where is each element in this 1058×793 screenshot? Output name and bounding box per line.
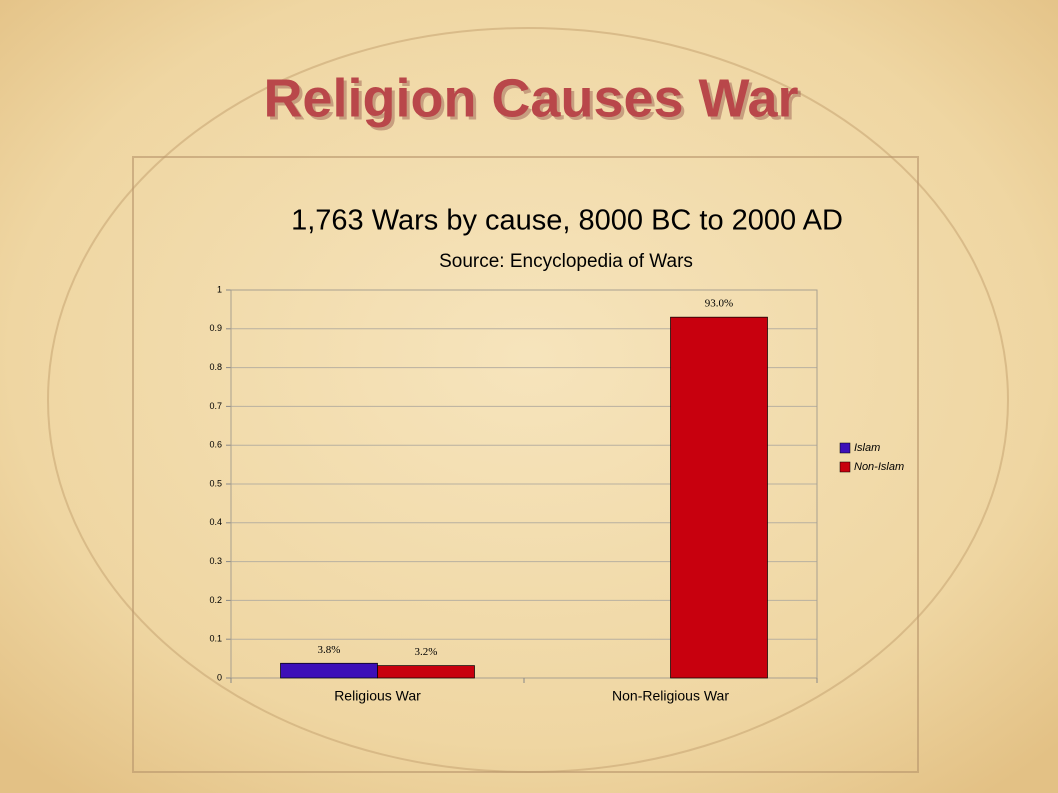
decor-frame — [132, 156, 919, 773]
bar — [670, 316, 768, 679]
slide-title: Religion Causes War — [263, 68, 798, 128]
y-tick-label: 0.3 — [209, 556, 222, 566]
chart-title: 1,763 Wars by cause, 8000 BC to 2000 AD — [291, 205, 843, 237]
y-tick-label: 0.5 — [209, 478, 222, 488]
value-label: 3.2% — [415, 646, 438, 658]
y-tick-label: 0.2 — [209, 595, 222, 605]
x-tick-label: Non-Religious War — [612, 688, 729, 704]
y-tick-label: 0 — [217, 672, 222, 682]
bar — [280, 662, 378, 679]
legend-swatch — [839, 461, 851, 473]
title-shadow: Religion Causes War — [266, 71, 801, 131]
value-label: 93.0% — [705, 298, 733, 310]
y-tick-label: 0.6 — [209, 440, 222, 450]
bar — [377, 665, 475, 679]
chart-subtitle: Source: Encyclopedia of Wars — [439, 251, 693, 272]
y-tick-label: 0.8 — [209, 362, 222, 372]
y-tick-label: 0.4 — [209, 517, 222, 527]
legend-swatch — [839, 442, 851, 454]
x-tick-label: Religious War — [334, 688, 421, 704]
y-tick-label: 0.9 — [209, 323, 222, 333]
legend-label: Non-Islam — [854, 461, 904, 473]
y-tick-label: 1 — [217, 284, 222, 294]
legend-label: Islam — [854, 442, 880, 454]
value-label: 3.8% — [318, 644, 341, 656]
y-tick-label: 0.7 — [209, 401, 222, 411]
y-tick-label: 0.1 — [209, 634, 222, 644]
